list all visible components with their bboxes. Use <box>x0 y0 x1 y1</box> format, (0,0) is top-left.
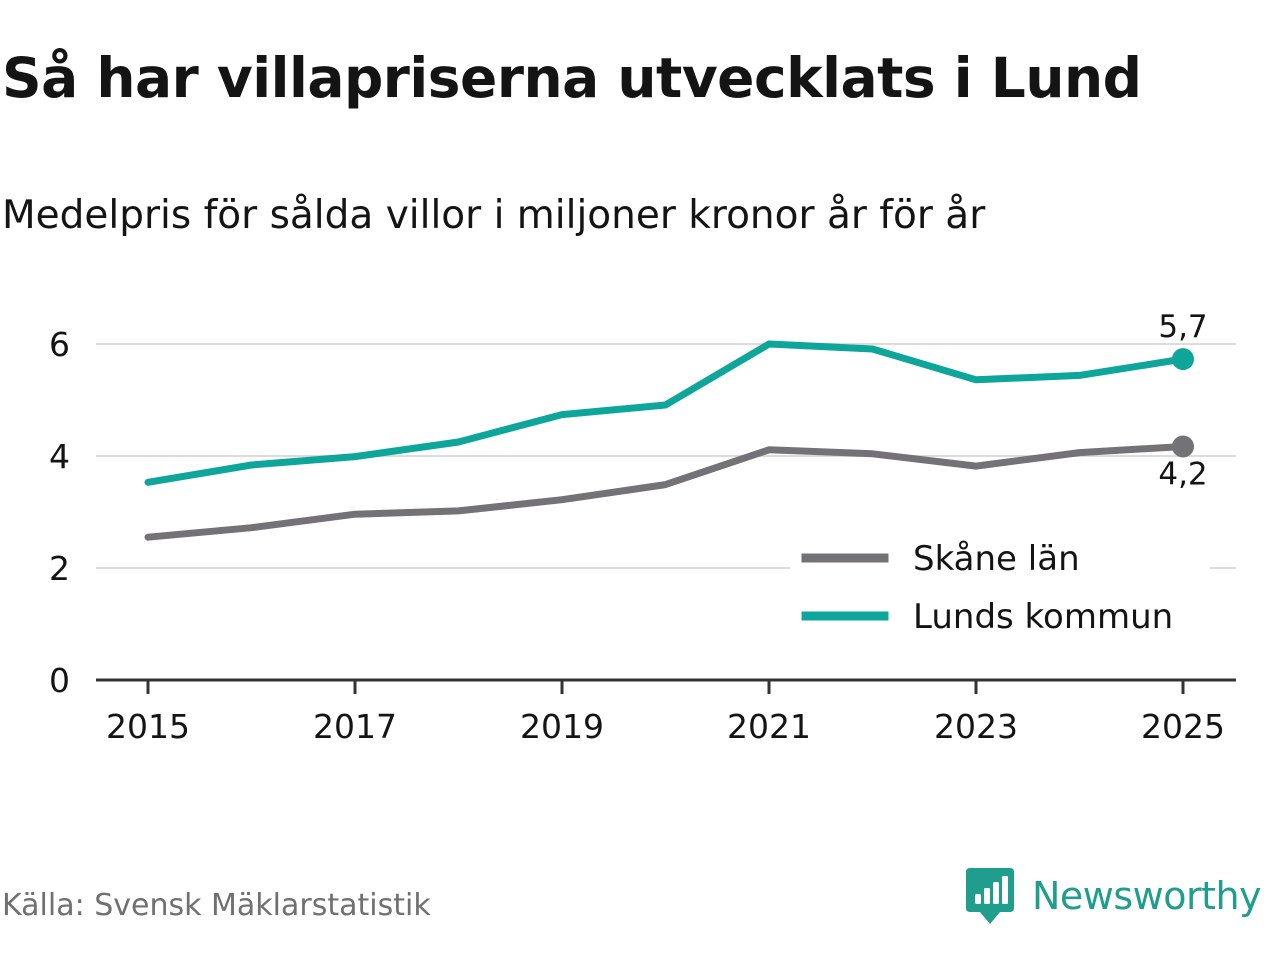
y-tick-label-2: 2 <box>49 549 70 588</box>
series-line-lunds-kommun <box>144 340 1187 486</box>
legend-label-lunds-kommun: Lunds kommun <box>913 597 1173 637</box>
source-note: Källa: Svensk Mäklarstatistik <box>2 888 431 923</box>
y-tick-label-4: 4 <box>49 437 70 476</box>
chart-title: Så har villapriserna utvecklats i Lund <box>2 46 1142 110</box>
legend-background <box>790 530 1210 650</box>
x-tick-label-2015: 2015 <box>106 707 190 746</box>
legend-label-sk-ne-l-n: Skåne län <box>913 539 1080 579</box>
brand-name: Newsworthy <box>1032 874 1262 918</box>
x-tick-label-2017: 2017 <box>313 707 397 746</box>
newsworthy-logo-icon <box>966 868 1014 924</box>
series-endpoint-sk-ne-l-n <box>1172 435 1194 458</box>
x-tick-label-2025: 2025 <box>1141 707 1225 746</box>
x-tick-label-2019: 2019 <box>520 707 604 746</box>
x-tick-label-2021: 2021 <box>727 707 811 746</box>
series-endpoint-lunds-kommun <box>1172 348 1194 371</box>
x-axis: 2015 2017 2019 2021 2023 2025 <box>96 678 1236 746</box>
series-line-sk-ne-l-n <box>144 443 1187 541</box>
x-tick-label-2023: 2023 <box>934 707 1018 746</box>
end-value-label-lunds-kommun: 5,7 <box>1158 309 1207 345</box>
y-axis: 0 2 4 6 <box>49 325 70 700</box>
y-tick-label-0: 0 <box>49 661 70 700</box>
end-value-label-sk-ne-l-n: 4,2 <box>1158 456 1207 492</box>
series-lines: 4,2 5,7 <box>144 309 1208 541</box>
brand-logo-block: Newsworthy <box>964 864 1262 928</box>
legend: Skåne län Lunds kommun <box>790 530 1210 650</box>
chart-subtitle: Medelpris för sålda villor i miljoner kr… <box>2 193 986 238</box>
y-tick-label-6: 6 <box>49 325 70 364</box>
